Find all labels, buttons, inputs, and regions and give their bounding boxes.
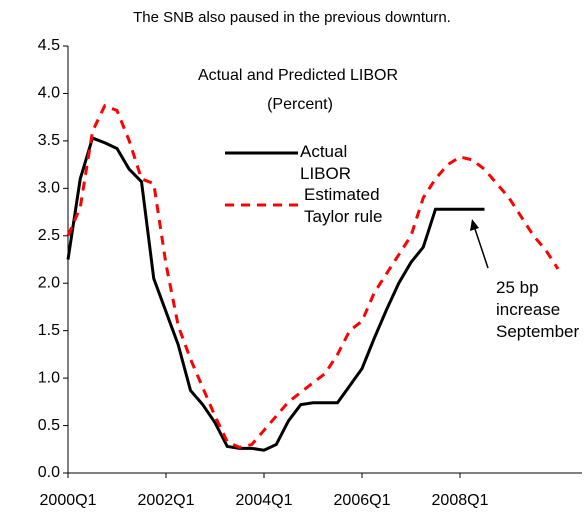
y-tick-label: 1.5 — [38, 322, 60, 339]
y-tick-label: 4.0 — [38, 85, 60, 102]
y-tick-label: 3.0 — [38, 180, 60, 197]
annotation-arrow — [473, 225, 489, 269]
x-tick-label: 2002Q1 — [138, 492, 195, 509]
x-tick-label: 2004Q1 — [236, 492, 293, 509]
x-tick-label: 2000Q1 — [40, 492, 97, 509]
arrow-head — [470, 219, 479, 231]
y-tick-label: 0.0 — [38, 464, 60, 481]
legend-label: Estimated Taylor rule — [304, 184, 399, 228]
y-tick-label: 4.5 — [38, 37, 60, 54]
legend-label: Actual LIBOR — [300, 141, 370, 185]
y-tick-label: 2.5 — [38, 227, 60, 244]
chart-title: The SNB also paused in the previous down… — [133, 9, 451, 26]
y-tick-label: 1.0 — [38, 369, 60, 386]
chart-subtitle: Actual and Predicted LIBOR — [198, 67, 398, 84]
x-tick-label: 2008Q1 — [432, 492, 489, 509]
units-label: (Percent) — [267, 96, 333, 113]
y-tick-label: 3.5 — [38, 132, 60, 149]
x-tick-label: 2006Q1 — [334, 492, 391, 509]
series-line — [66, 103, 560, 449]
y-tick-label: 0.5 — [38, 417, 60, 434]
series-line — [66, 136, 485, 452]
annotation: 25 bp increase September — [496, 278, 580, 341]
y-tick-label: 2.0 — [38, 274, 60, 291]
